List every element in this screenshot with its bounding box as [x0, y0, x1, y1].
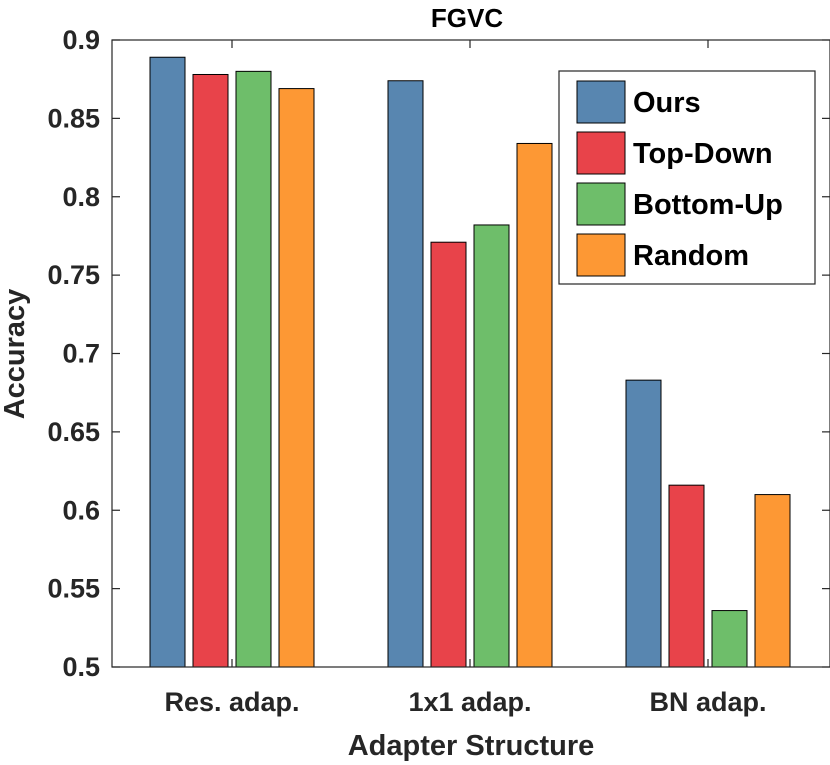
y-tick-label: 0.65	[47, 417, 100, 447]
y-tick-label: 0.7	[62, 339, 100, 369]
bar-top-down-3	[668, 484, 705, 668]
bar-ours-3	[625, 379, 662, 668]
y-tick-label: 0.9	[62, 25, 100, 55]
legend-swatch-top-down	[576, 131, 626, 175]
bar-random-2	[516, 142, 553, 668]
y-tick-label: 0.8	[62, 182, 100, 212]
bar-ours-2	[387, 80, 424, 668]
y-tick-label: 0.5	[62, 652, 100, 682]
legend-swatch-bottom-up	[576, 182, 626, 226]
y-tick-label: 0.6	[62, 495, 100, 525]
bar-random-3	[754, 494, 791, 668]
legend-label: Random	[633, 240, 749, 272]
y-tick-label: 0.55	[47, 574, 100, 604]
x-tick-label: 1x1 adap.	[408, 687, 531, 717]
x-tick-label: BN adap.	[649, 687, 766, 717]
y-axis-ticks: 0.5 0.55 0.6 0.65 0.7 0.75 0.8 0.85 0.9	[47, 25, 830, 682]
bar-top-down-2	[430, 241, 467, 668]
bar-bottom-up-2	[473, 224, 510, 668]
x-tick-label: Res. adap.	[164, 687, 299, 717]
bar-bottom-up-3	[711, 610, 748, 668]
legend-swatch-random	[576, 233, 626, 277]
bar-random-1	[278, 88, 315, 668]
legend-label: Ours	[633, 87, 701, 119]
legend-label: Top-Down	[633, 138, 773, 170]
legend-label: Bottom-Up	[633, 189, 783, 221]
legend-swatch-ours	[576, 80, 626, 124]
y-axis-title: Accuracy	[0, 289, 31, 420]
x-axis-ticks: Res. adap. 1x1 adap. BN adap.	[164, 40, 767, 717]
bars-group	[149, 56, 791, 668]
y-tick-label: 0.85	[47, 103, 100, 133]
legend: Ours Top-Down Bottom-Up Random	[558, 70, 816, 285]
chart-title: FGVC	[431, 3, 503, 33]
bar-ours-1	[149, 56, 186, 668]
bar-bottom-up-1	[235, 70, 272, 668]
y-tick-label: 0.75	[47, 260, 100, 290]
x-axis-title: Adapter Structure	[348, 730, 595, 762]
bar-top-down-1	[192, 73, 229, 668]
